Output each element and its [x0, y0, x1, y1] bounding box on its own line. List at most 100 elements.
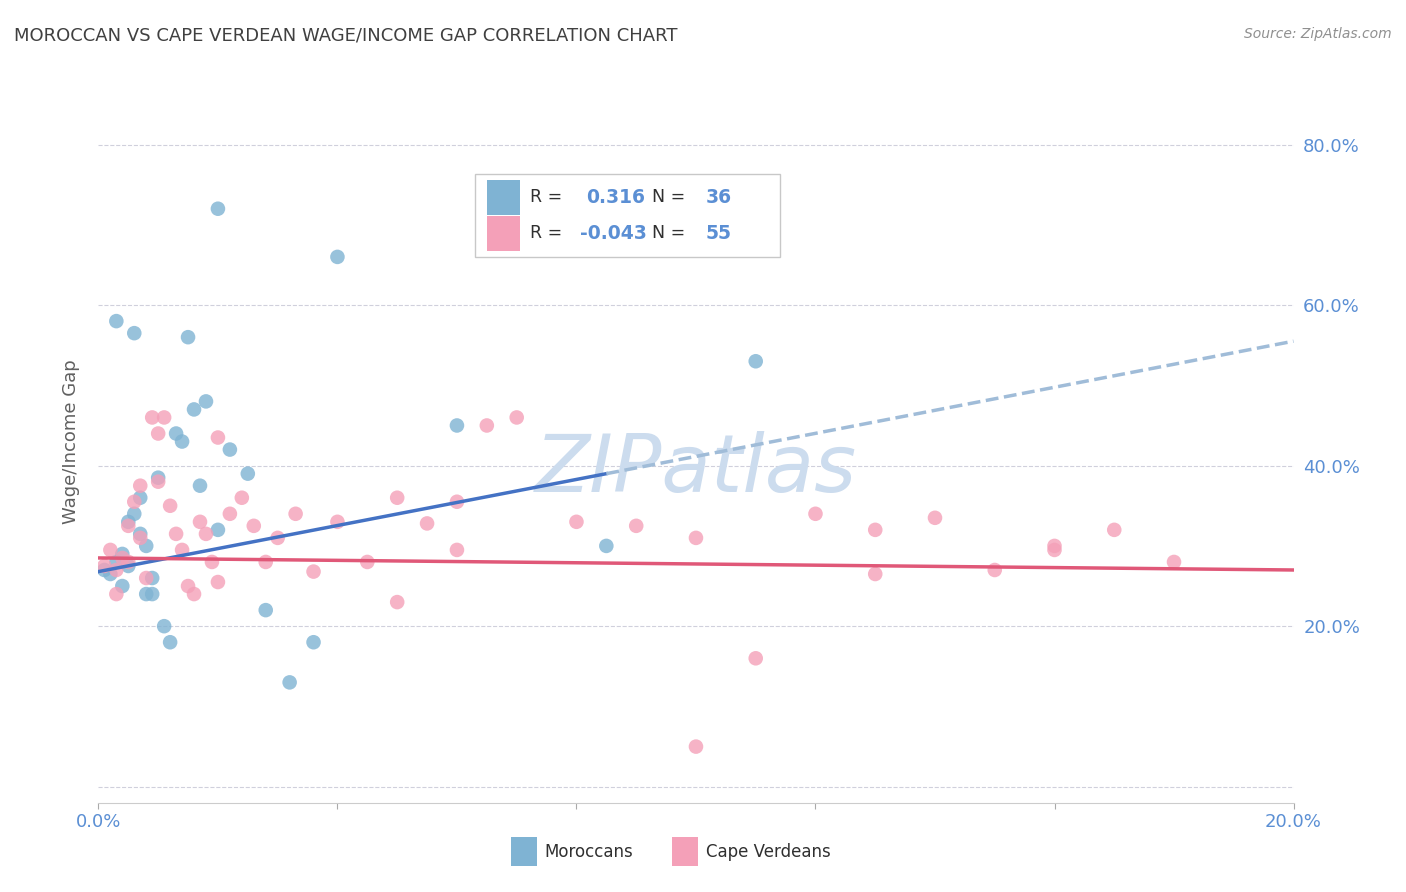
Point: [93, 558, 115, 573]
Point: [416, 516, 439, 531]
Point: [148, 470, 170, 484]
Point: [1043, 539, 1066, 553]
Point: [159, 635, 181, 649]
Text: MOROCCAN VS CAPE VERDEAN WAGE/INCOME GAP CORRELATION CHART: MOROCCAN VS CAPE VERDEAN WAGE/INCOME GAP…: [14, 27, 678, 45]
Point: [105, 314, 128, 328]
Point: [124, 326, 146, 341]
Point: [1104, 523, 1126, 537]
Point: [172, 542, 194, 557]
Point: [565, 515, 588, 529]
Point: [385, 491, 409, 505]
Point: [302, 635, 325, 649]
Point: [105, 587, 128, 601]
Point: [172, 434, 194, 449]
Point: [177, 330, 200, 344]
Point: [865, 567, 887, 582]
Point: [111, 579, 134, 593]
Point: [129, 531, 152, 545]
Point: [685, 531, 707, 545]
Point: [201, 555, 224, 569]
Point: [207, 202, 229, 216]
Bar: [510, 838, 537, 866]
Point: [117, 518, 139, 533]
Point: [111, 547, 134, 561]
Point: [195, 526, 218, 541]
Point: [924, 510, 946, 524]
Point: [302, 565, 325, 579]
Point: [804, 507, 827, 521]
Point: [124, 507, 146, 521]
Point: [595, 539, 617, 553]
Point: [1043, 542, 1066, 557]
Point: [93, 563, 115, 577]
Text: R =: R =: [530, 225, 568, 243]
Point: [135, 587, 157, 601]
Point: [117, 515, 139, 529]
Point: [165, 426, 187, 441]
Point: [207, 574, 229, 589]
Point: [219, 442, 242, 457]
Point: [141, 410, 163, 425]
Point: [236, 467, 259, 481]
Point: [153, 410, 176, 425]
Text: Source: ZipAtlas.com: Source: ZipAtlas.com: [1244, 27, 1392, 41]
Point: [117, 558, 139, 573]
Bar: [672, 838, 699, 866]
Point: [626, 518, 648, 533]
Point: [267, 531, 290, 545]
Point: [183, 402, 205, 417]
Point: [278, 675, 301, 690]
Point: [231, 491, 253, 505]
Point: [356, 555, 378, 569]
Point: [117, 555, 139, 569]
Point: [326, 250, 349, 264]
Point: [129, 491, 152, 505]
Point: [105, 563, 128, 577]
Point: [685, 739, 707, 754]
Point: [745, 354, 768, 368]
Point: [188, 478, 211, 492]
Point: [1163, 555, 1185, 569]
Point: [148, 426, 170, 441]
Point: [219, 507, 242, 521]
Point: [254, 555, 277, 569]
Point: [141, 587, 163, 601]
Point: [506, 410, 529, 425]
Point: [111, 551, 134, 566]
Point: [446, 418, 468, 433]
Point: [984, 563, 1007, 577]
Point: [475, 418, 498, 433]
Point: [129, 478, 152, 492]
Point: [446, 494, 468, 508]
Point: [148, 475, 170, 489]
Text: ZIPatlas: ZIPatlas: [534, 432, 858, 509]
Text: 0.316: 0.316: [586, 188, 645, 207]
Text: 55: 55: [706, 224, 731, 243]
Point: [129, 526, 152, 541]
Point: [165, 526, 187, 541]
Text: Cape Verdeans: Cape Verdeans: [706, 843, 831, 861]
Text: -0.043: -0.043: [581, 224, 647, 243]
Text: N =: N =: [652, 188, 690, 206]
Point: [243, 518, 266, 533]
Text: 36: 36: [706, 188, 731, 207]
Point: [207, 523, 229, 537]
Point: [159, 499, 181, 513]
Point: [195, 394, 218, 409]
Point: [446, 542, 468, 557]
Point: [153, 619, 176, 633]
Point: [124, 494, 146, 508]
Point: [183, 587, 205, 601]
Point: [98, 542, 122, 557]
Point: [141, 571, 163, 585]
Point: [188, 515, 211, 529]
Point: [284, 507, 307, 521]
Point: [254, 603, 277, 617]
Point: [177, 579, 200, 593]
Point: [135, 539, 157, 553]
Point: [135, 571, 157, 585]
Y-axis label: Wage/Income Gap: Wage/Income Gap: [62, 359, 80, 524]
Point: [865, 523, 887, 537]
Bar: [475, 174, 780, 257]
Point: [105, 555, 128, 569]
